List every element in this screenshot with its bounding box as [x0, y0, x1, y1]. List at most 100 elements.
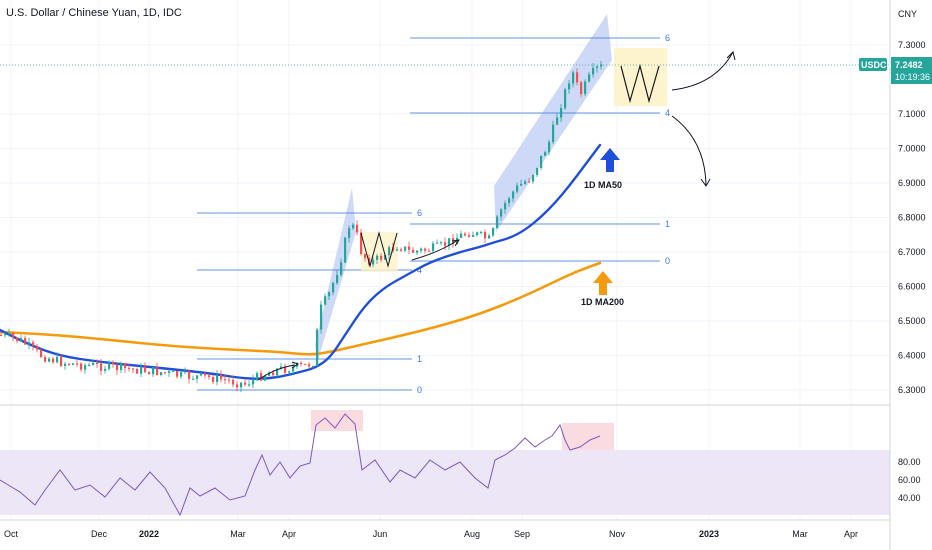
candle-body	[64, 363, 67, 366]
candle-body	[376, 255, 379, 260]
fib-lower-label: 6	[417, 208, 422, 218]
candle-body	[120, 363, 123, 371]
candle-body	[460, 233, 463, 238]
candle-body	[224, 379, 227, 381]
candle-body	[128, 367, 131, 369]
rsi-tick-label: 40.00	[898, 493, 921, 503]
candle-body	[204, 372, 207, 376]
candle-body	[324, 296, 327, 305]
candle-body	[500, 209, 503, 217]
price-tick-label: 7.1000	[898, 109, 926, 119]
candle-body	[560, 108, 563, 118]
candle-body	[12, 333, 15, 338]
candle-body	[520, 183, 523, 186]
candle-body	[184, 371, 187, 373]
candle-body	[264, 375, 267, 381]
candle-body	[0, 335, 3, 336]
candle-body	[304, 364, 307, 366]
candle-body	[288, 371, 291, 373]
candle-body	[340, 262, 343, 275]
candle-body	[332, 282, 335, 293]
candle-body	[172, 370, 175, 372]
arrow-up-head	[726, 51, 736, 61]
candle-body	[8, 333, 11, 335]
arrow-down-head	[700, 178, 711, 187]
candle-body	[476, 232, 479, 236]
candle-body	[248, 384, 251, 386]
candle-body	[16, 337, 19, 341]
candle-body	[344, 237, 347, 263]
candle-body	[408, 246, 411, 250]
candle-body	[308, 364, 311, 367]
candle-body	[416, 250, 419, 253]
candle-body	[464, 233, 467, 236]
candle-body	[528, 181, 531, 183]
arrow-curve-2	[411, 239, 459, 261]
candle-body	[272, 372, 275, 376]
candle-body	[424, 248, 427, 251]
candle-body	[396, 249, 399, 251]
fib-upper-label: 1	[665, 219, 670, 229]
candle-body	[364, 254, 367, 258]
candle-body	[548, 141, 551, 153]
candle-body	[112, 362, 115, 365]
candle-body	[388, 247, 391, 256]
price-badge[interactable]: USDCNY 7.2482 10:19:36	[859, 57, 932, 84]
candle-body	[56, 356, 59, 363]
candle-body	[280, 366, 283, 369]
fib-lower-label: 0	[417, 385, 422, 395]
candle-body	[320, 304, 323, 330]
candle-body	[232, 379, 235, 385]
candle-body	[156, 367, 159, 376]
candle-body	[32, 342, 35, 346]
candle-body	[20, 338, 23, 341]
candle-body	[404, 246, 407, 251]
candle-body	[240, 382, 243, 388]
candle-body	[292, 366, 295, 372]
candle-body	[36, 345, 39, 350]
candle-body	[472, 235, 475, 237]
candle-body	[136, 368, 139, 374]
candle-body	[284, 366, 287, 373]
candle-body	[48, 358, 51, 362]
candle-body	[596, 66, 599, 68]
candle-body	[440, 242, 443, 244]
candles	[0, 60, 603, 393]
ma200-annotation: 1D MA200	[581, 297, 624, 307]
candle-body	[436, 242, 439, 244]
time-tick-label: Apr	[844, 529, 858, 539]
candle-body	[256, 373, 259, 380]
fib-upper-label: 0	[665, 256, 670, 266]
candle-body	[60, 356, 63, 366]
candle-body	[276, 368, 279, 376]
badge-price: 7.2482	[895, 60, 923, 70]
ma200-arrow	[593, 271, 613, 295]
candle-body	[348, 228, 351, 238]
candle-body	[76, 363, 79, 365]
candle-body	[432, 243, 435, 251]
candle-body	[192, 378, 195, 380]
fib-retracements: 6 1 0 4 6 1 0 4	[197, 33, 670, 395]
arrow-head-2	[451, 239, 461, 247]
price-tick-label: 6.9000	[898, 178, 926, 188]
candle-body	[116, 364, 119, 371]
candle-body	[372, 259, 375, 265]
candle-body	[480, 231, 483, 233]
arrow-curve-1	[257, 364, 296, 381]
candle-body	[492, 228, 495, 236]
candle-body	[180, 372, 183, 377]
candle-body	[220, 374, 223, 380]
axis-labels: 7.3000 7.1000 7.0000 6.9000 6.8000 6.7000 6.60…	[4, 40, 926, 539]
candle-body	[4, 333, 7, 336]
arrow-down-curve	[671, 115, 707, 186]
candle-body	[580, 82, 583, 95]
candle-body	[104, 368, 107, 371]
candle-body	[600, 64, 603, 67]
candle-body	[96, 363, 99, 365]
candle-body	[536, 167, 539, 175]
candle-body	[72, 363, 75, 365]
candle-body	[400, 249, 403, 251]
arrow-head-1	[291, 361, 300, 369]
